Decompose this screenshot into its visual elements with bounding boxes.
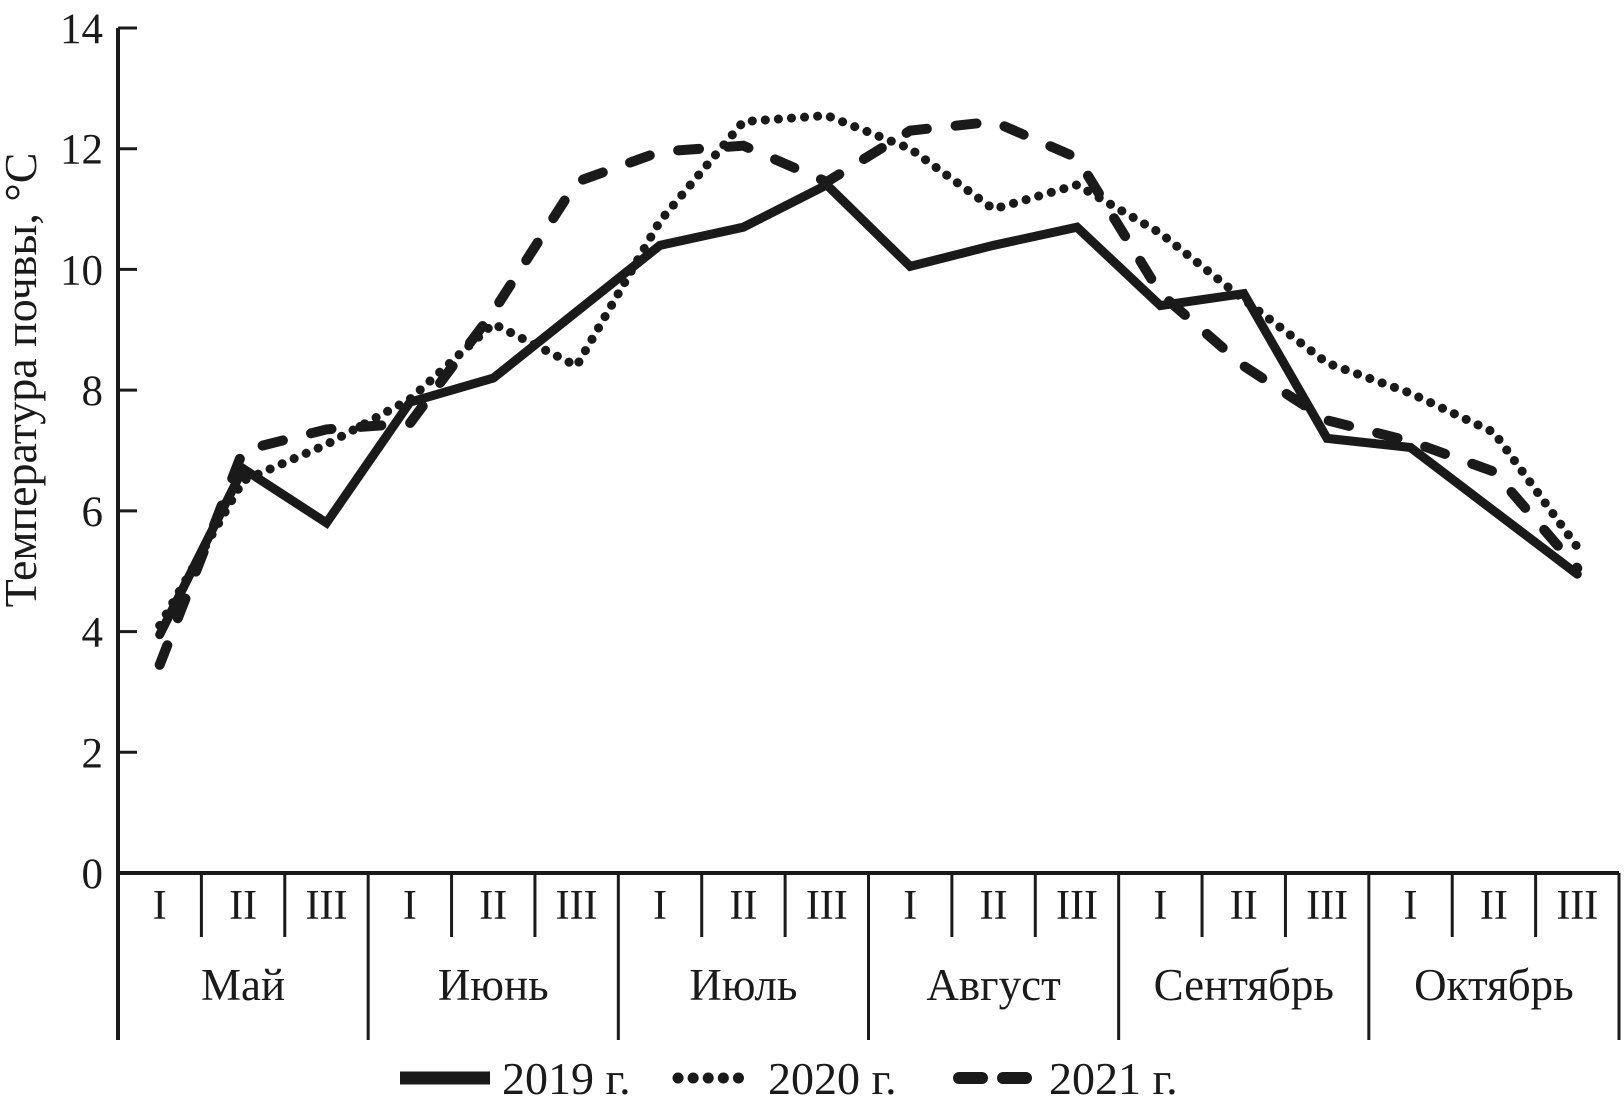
series-line-dotted bbox=[155, 110, 1582, 630]
y-axis-title: Температура почвы, °С bbox=[0, 153, 46, 608]
decade-label: I bbox=[1153, 883, 1167, 929]
legend-label: 2021 г. bbox=[1049, 1053, 1178, 1104]
month-label: Май bbox=[201, 960, 285, 1010]
decade-label: II bbox=[1480, 883, 1508, 929]
decade-label: III bbox=[1056, 883, 1098, 929]
month-label: Август bbox=[926, 960, 1060, 1010]
decade-label: I bbox=[903, 883, 917, 929]
month-label: Июль bbox=[689, 960, 797, 1010]
decade-label: II bbox=[479, 883, 507, 929]
decade-label: I bbox=[1404, 883, 1418, 929]
decade-label: II bbox=[229, 883, 257, 929]
month-label: Сентябрь bbox=[1154, 960, 1334, 1010]
decade-label: III bbox=[556, 883, 598, 929]
decade-label: III bbox=[806, 883, 848, 929]
y-tick-label: 8 bbox=[82, 368, 104, 415]
y-tick-label: 6 bbox=[82, 489, 104, 536]
decade-label: II bbox=[729, 883, 757, 929]
y-tick-label: 4 bbox=[82, 610, 104, 657]
legend-label: 2019 г. bbox=[502, 1053, 631, 1104]
decade-label: III bbox=[305, 883, 347, 929]
series-line-dashed bbox=[154, 116, 1583, 670]
legend-label: 2020 г. bbox=[768, 1053, 897, 1104]
month-label: Октябрь bbox=[1414, 960, 1573, 1010]
decade-label: III bbox=[1306, 883, 1348, 929]
series-line-solid bbox=[155, 179, 1582, 640]
decade-label: I bbox=[653, 883, 667, 929]
y-tick-label: 10 bbox=[60, 247, 103, 294]
y-tick-label: 14 bbox=[60, 6, 103, 53]
y-tick-label: 0 bbox=[82, 851, 104, 898]
decade-label: I bbox=[153, 883, 167, 929]
decade-label: II bbox=[1230, 883, 1258, 929]
decade-label: I bbox=[403, 883, 417, 929]
y-tick-label: 2 bbox=[82, 730, 104, 777]
month-label: Июнь bbox=[438, 960, 549, 1010]
decade-label: III bbox=[1556, 883, 1598, 929]
decade-label: II bbox=[980, 883, 1008, 929]
y-tick-label: 12 bbox=[60, 127, 103, 174]
